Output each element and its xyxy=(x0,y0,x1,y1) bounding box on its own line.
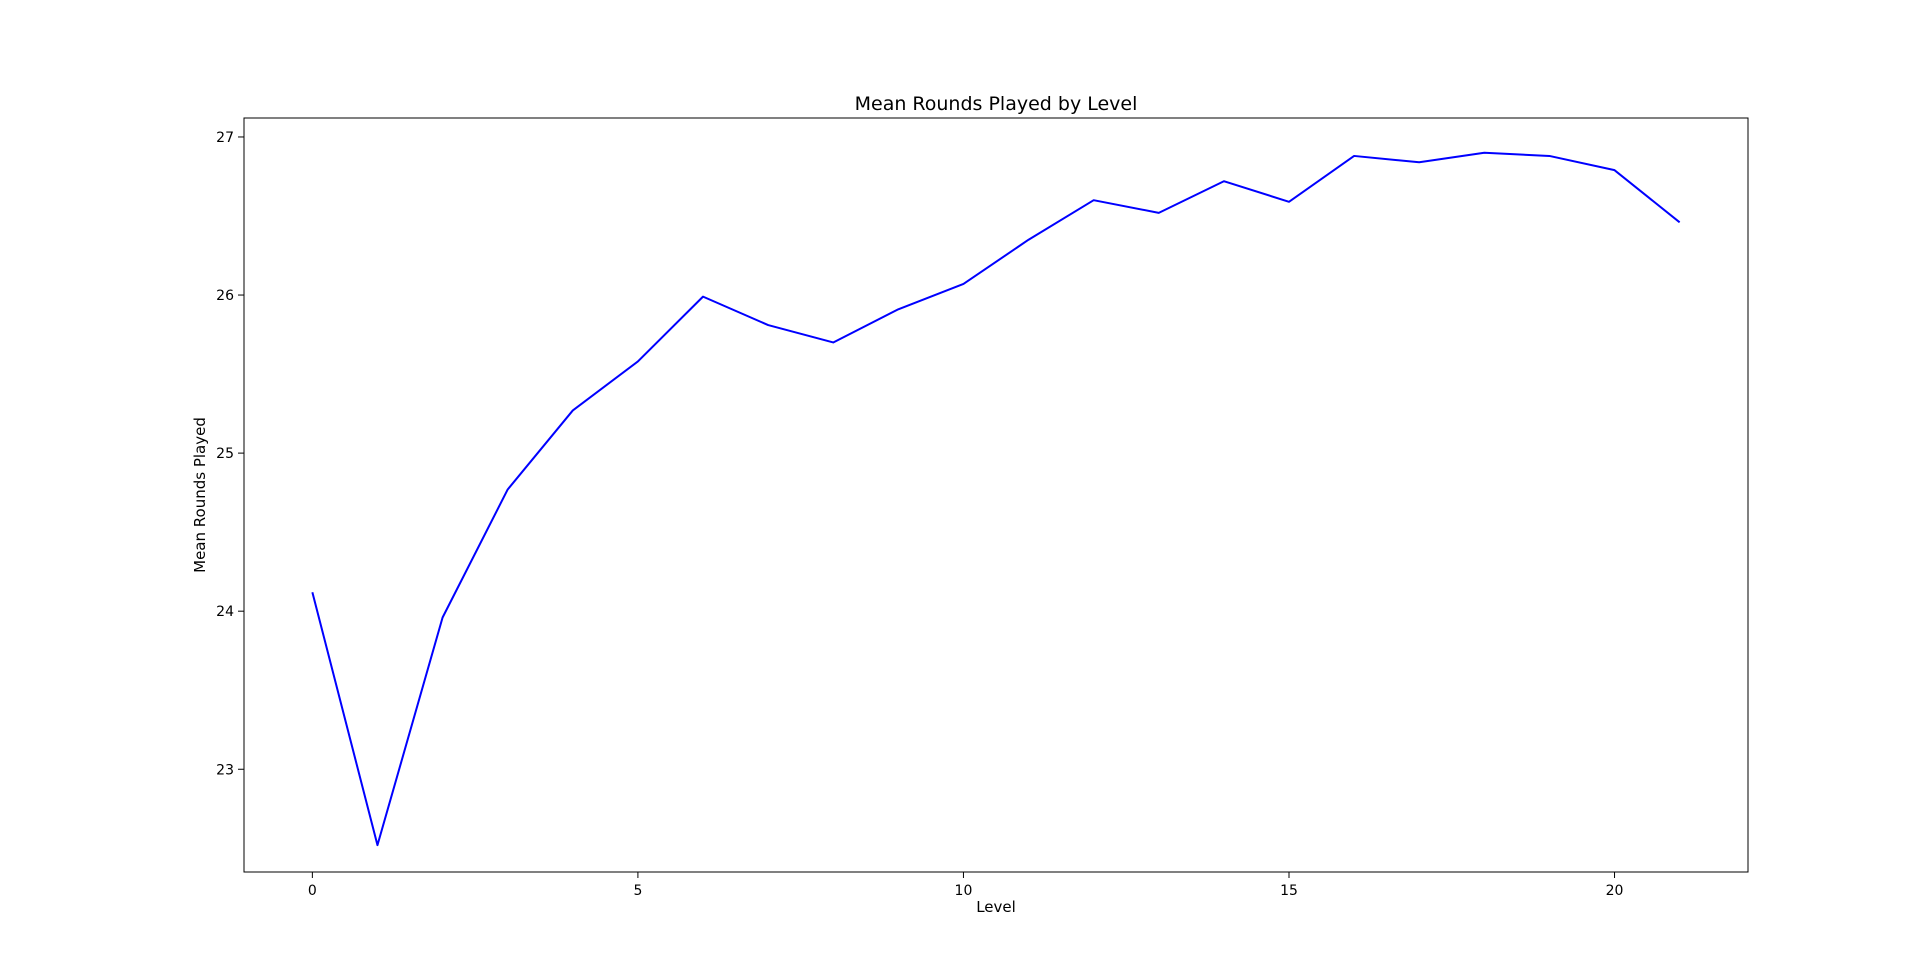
x-axis-ticks: 0 5 10 15 20 xyxy=(308,872,1624,899)
x-tick-label: 20 xyxy=(1606,883,1624,899)
plot-frame xyxy=(243,117,1749,873)
series-layer xyxy=(311,151,1681,847)
y-tick-label: 23 xyxy=(216,762,234,778)
x-tick-label: 15 xyxy=(1280,883,1298,899)
y-axis-ticks: 23 24 25 26 27 xyxy=(216,130,244,778)
y-tick-label: 24 xyxy=(216,604,234,620)
y-axis-label: Mean Rounds Played xyxy=(191,417,209,573)
chart-title: Mean Rounds Played by Level xyxy=(855,93,1138,115)
y-tick-label: 26 xyxy=(216,288,234,304)
series-line xyxy=(311,151,1681,847)
x-tick-label: 0 xyxy=(308,883,317,899)
y-tick-label: 27 xyxy=(216,130,234,146)
y-tick-label: 25 xyxy=(216,446,234,462)
x-tick-label: 5 xyxy=(633,883,642,899)
x-axis-label: Level xyxy=(976,898,1016,916)
x-tick-label: 10 xyxy=(955,883,973,899)
